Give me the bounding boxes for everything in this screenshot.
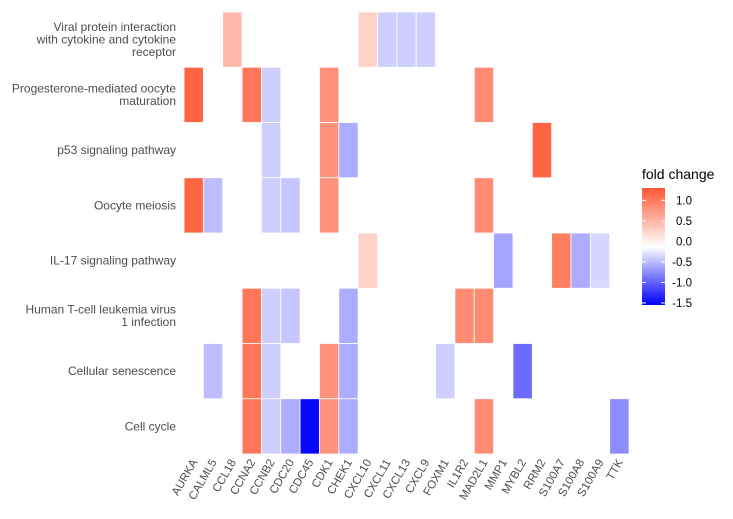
legend-tick-label: 0.0: [676, 236, 692, 248]
x-axis-label: TTK: [605, 457, 626, 482]
heatmap-cell: [260, 287, 282, 344]
heatmap-cell: [241, 398, 262, 455]
y-axis-label-line: Cell cycle: [125, 419, 177, 433]
heatmap-cell: [570, 232, 591, 289]
y-axis-label-line: Viral protein interaction: [53, 20, 176, 34]
heatmap-cell: [183, 66, 204, 123]
y-axis-label-line: Cellular senescence: [68, 364, 176, 378]
x-axis-labels: AURKACALML5CCL18CCNA2CCNB2CDC20CDC45CDK1…: [170, 457, 626, 502]
legend-tick-label: -1.5: [672, 298, 692, 310]
y-axis-label-line: p53 signaling pathway: [57, 143, 176, 157]
y-axis-label-line: Oocyte meiosis: [94, 198, 176, 212]
heatmap-cell: [338, 398, 359, 455]
heatmap-cell: [222, 11, 243, 68]
heatmap-cell: [435, 343, 456, 400]
heatmap-cell: [319, 343, 340, 400]
heatmap-cell: [338, 122, 359, 179]
legend: fold change 1.0 0.5 0.0 -0.5 -1.0 -1.5: [642, 166, 715, 310]
heatmap-cell: [454, 287, 475, 344]
legend-tick-label: -1.0: [672, 277, 692, 289]
legend-colorbar: [642, 188, 665, 305]
heatmap-cell: [396, 11, 417, 68]
y-axis-label: Oocyte meiosis: [94, 198, 176, 212]
y-axis-label-line: IL-17 signaling pathway: [50, 254, 176, 268]
y-axis-label: Cellular senescence: [68, 364, 176, 378]
y-axis-label-line: Human T-cell leukemia virus: [26, 303, 177, 317]
heatmap-cell: [202, 343, 224, 400]
heatmap-cell: [377, 11, 398, 68]
y-axis-label: Viral protein interaction with cytokine a…: [36, 20, 177, 59]
y-axis-label-line: Progesterone-mediated oocyte: [12, 82, 176, 96]
y-axis-labels: Viral protein interaction with cytokine a…: [12, 20, 176, 433]
heatmap-cell: [299, 398, 320, 455]
legend-tick-label: 1.0: [676, 195, 692, 207]
heatmap-cell: [202, 177, 224, 234]
heatmap-cell: [338, 343, 359, 400]
y-axis-label-line: with cytokine and cytokine: [36, 33, 177, 47]
heatmap-cell: [280, 398, 301, 455]
heatmap-cell: [415, 11, 436, 68]
heatmap-cell: [589, 232, 611, 289]
heatmap-cell: [260, 177, 282, 234]
heatmap-cell: [319, 122, 340, 179]
legend-tick-label: -0.5: [672, 257, 692, 269]
y-axis-label-line: 1 infection: [121, 315, 176, 329]
y-axis-label: Cell cycle: [125, 419, 177, 433]
heatmap-cell: [319, 398, 340, 455]
heatmap-cell: [241, 287, 262, 344]
heatmap-cell: [280, 177, 301, 234]
heatmap-cell: [260, 122, 282, 179]
heatmap-cell: [260, 343, 282, 400]
heatmap-cell: [319, 66, 340, 123]
heatmap-cells: [183, 11, 630, 455]
heatmap-cell: [609, 398, 630, 455]
heatmap-cell: [473, 66, 495, 123]
heatmap-cell: [338, 287, 359, 344]
heatmap-cell: [357, 11, 378, 68]
heatmap-cell: [473, 177, 495, 234]
y-axis-label: p53 signaling pathway: [57, 143, 176, 157]
y-axis-label-line: maturation: [119, 94, 176, 108]
heatmap-cell: [357, 232, 378, 289]
y-axis-label: Human T-cell leukemia virus 1 infection: [26, 303, 177, 330]
legend-tick-label: 0.5: [676, 216, 692, 228]
heatmap-cell: [241, 66, 262, 123]
y-axis-label: Progesterone-mediated oocyte maturation: [12, 82, 176, 109]
heatmap-cell: [473, 287, 495, 344]
heatmap-cell: [551, 232, 572, 289]
heatmap-cell: [319, 177, 340, 234]
heatmap-cell: [260, 66, 282, 123]
heatmap-cell: [280, 287, 301, 344]
heatmap-cell: [493, 232, 514, 289]
legend-title: fold change: [642, 166, 715, 182]
heatmap-cell: [183, 177, 204, 234]
heatmap-cell: [512, 343, 533, 400]
heatmap-cell: [531, 122, 553, 179]
heatmap-cell: [473, 398, 495, 455]
y-axis-label: IL-17 signaling pathway: [50, 254, 176, 268]
heatmap-cell: [260, 398, 282, 455]
y-axis-label-line: receptor: [132, 45, 176, 59]
heatmap-cell: [241, 343, 262, 400]
